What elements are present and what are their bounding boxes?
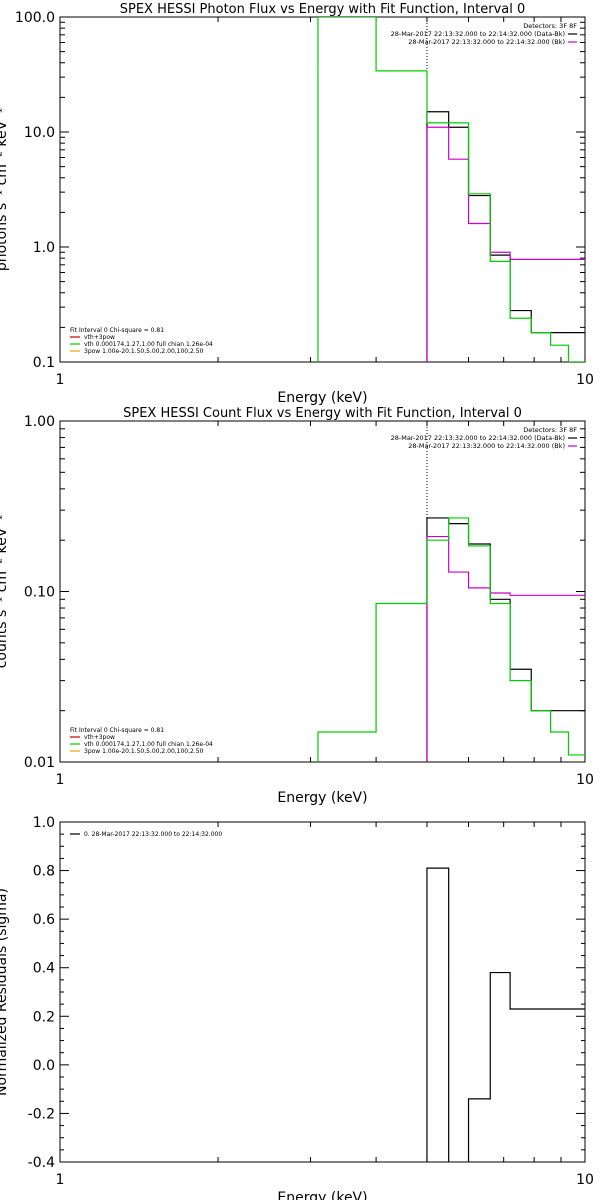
x-tick-label: 1 <box>56 1172 65 1188</box>
y-tick-label: 100.0 <box>15 10 55 26</box>
panel-2: SPEX HESSI Count Flux vs Energy with Fit… <box>0 406 594 806</box>
y-axis-label: Normalized Residuals (sigma) <box>0 888 10 1096</box>
plot-frame <box>59 821 586 1163</box>
x-tick-label: 10 <box>576 372 594 388</box>
y-tick-label: 0.10 <box>24 585 55 601</box>
y-tick-label: 0.6 <box>33 912 55 928</box>
series-2-step-line <box>426 535 585 762</box>
y-tick-label: 1.0 <box>33 240 55 256</box>
x-axis-label: Energy (keV) <box>277 1190 367 1200</box>
x-tick-label: 10 <box>576 1172 594 1188</box>
legend-interval-text: 28-Mar-2017 22:13:32.000 to 22:14:32.000… <box>391 434 565 442</box>
y-tick-label: 0.01 <box>24 755 55 771</box>
y-tick-label: 0.8 <box>33 864 55 880</box>
series-group <box>317 517 585 762</box>
fit-legend: Fit Interval 0 Chi-square = 0.81vth+3pow… <box>70 727 213 755</box>
series-group <box>426 867 585 1162</box>
legend-entry: vth+3pow <box>84 334 115 341</box>
legend-interval-text: 28-Mar-2017 22:13:32.000 to 22:14:32.000… <box>408 38 565 46</box>
y-tick-label: -0.4 <box>28 1155 55 1171</box>
legend-detectors: Detectors: 3F 8F <box>523 22 577 30</box>
x-axis-label: Energy (keV) <box>277 390 367 406</box>
y-tick-label: 1.0 <box>33 815 55 831</box>
fit-legend: 0. 28-Mar-2017 22:13:32.000 to 22:14:32.… <box>70 831 222 838</box>
legend-entry: vth 0.000174,1.27,1.00 full chian 1.26e-… <box>84 341 213 348</box>
panel-1: SPEX HESSI Photon Flux vs Energy with Fi… <box>0 2 594 406</box>
y-tick-label: 0.2 <box>33 1009 55 1025</box>
legend-detectors: Detectors: 3F 8F <box>523 426 577 434</box>
chart-title: SPEX HESSI Count Flux vs Energy with Fit… <box>123 406 522 421</box>
plot-frame <box>59 420 586 763</box>
fit-legend: Fit Interval 0 Chi-square = 0.81vth+3pow… <box>70 327 213 355</box>
panel-3: 1 10 Energy (keV) -0.4 -0.2 0.0 0.2 0.4 0.6 0.8 1.… <box>0 815 594 1200</box>
x-tick-label: 10 <box>576 772 594 788</box>
series-3-step-line <box>317 17 585 362</box>
y-tick-label: 0.4 <box>33 961 55 977</box>
legend-header: Fit Interval 0 Chi-square = 0.81 <box>70 727 164 734</box>
legend-entry: vth 0.000174,1.27,1.00 full chian 1.26e-… <box>84 741 213 748</box>
series-group <box>317 17 585 362</box>
legend-entry: 0. 28-Mar-2017 22:13:32.000 to 22:14:32.… <box>84 831 222 838</box>
x-tick-label: 1 <box>56 772 65 788</box>
legend-entry: 3pow 1.00e-20,1.50,5.00,2.00,100,2.50 <box>84 348 204 355</box>
y-tick-label: -0.2 <box>28 1106 55 1122</box>
legend-interval-text: 28-Mar-2017 22:13:32.000 to 22:14:32.000… <box>408 442 565 450</box>
legend-entry: vth+3pow <box>84 734 115 741</box>
y-tick-label: 0.0 <box>33 1058 55 1074</box>
chart-title: SPEX HESSI Photon Flux vs Energy with Fi… <box>120 2 526 17</box>
series-1-step-line <box>426 517 585 762</box>
y-tick-label: 10.0 <box>24 125 55 141</box>
series-2-step-line <box>426 126 585 362</box>
legend-entry: 3pow 1.00e-20,1.50,5.00,2.00,100,2.50 <box>84 748 204 755</box>
legend-header: Fit Interval 0 Chi-square = 0.81 <box>70 327 164 334</box>
x-tick-label: 1 <box>56 372 65 388</box>
y-axis-label: photons s⁻¹ cm⁻² keV⁻¹ <box>0 108 10 271</box>
series-3-step-line <box>317 517 585 762</box>
series-1-step-line <box>426 111 585 362</box>
y-axis-label: counts s⁻¹ cm⁻² keV⁻¹ <box>0 515 10 669</box>
legend-interval-text: 28-Mar-2017 22:13:32.000 to 22:14:32.000… <box>391 30 565 38</box>
y-tick-label: 0.1 <box>33 355 55 371</box>
x-axis-label: Energy (keV) <box>277 790 367 806</box>
plot-frame <box>59 16 586 363</box>
series-1-step-line <box>426 867 585 1162</box>
y-tick-label: 1.00 <box>24 414 55 430</box>
